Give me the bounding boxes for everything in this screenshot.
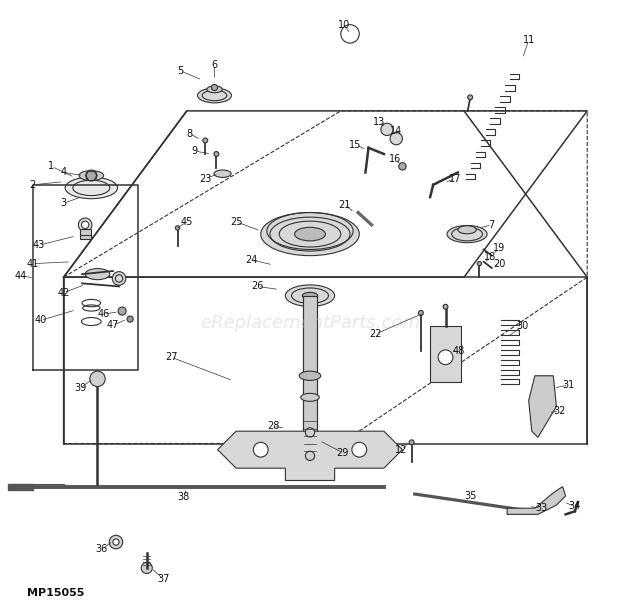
Text: 31: 31 xyxy=(562,380,575,390)
Ellipse shape xyxy=(112,272,126,285)
Text: 28: 28 xyxy=(267,421,279,431)
Ellipse shape xyxy=(81,221,89,229)
Circle shape xyxy=(341,25,359,43)
Ellipse shape xyxy=(399,163,406,170)
Circle shape xyxy=(352,442,366,457)
Ellipse shape xyxy=(301,394,319,402)
Ellipse shape xyxy=(214,152,219,156)
Ellipse shape xyxy=(467,95,472,100)
Text: 19: 19 xyxy=(493,243,505,253)
Ellipse shape xyxy=(294,227,326,241)
Text: 7: 7 xyxy=(489,220,495,230)
Bar xyxy=(430,326,461,382)
Text: 3: 3 xyxy=(61,198,67,208)
Ellipse shape xyxy=(409,440,414,445)
Ellipse shape xyxy=(127,316,133,322)
Text: 40: 40 xyxy=(35,315,47,325)
Text: 21: 21 xyxy=(339,200,351,209)
Ellipse shape xyxy=(78,218,92,232)
Ellipse shape xyxy=(65,177,118,199)
Ellipse shape xyxy=(443,304,448,309)
Text: 10: 10 xyxy=(338,20,350,30)
Ellipse shape xyxy=(79,171,104,180)
Text: 9: 9 xyxy=(191,146,197,156)
Text: 13: 13 xyxy=(373,117,385,127)
Ellipse shape xyxy=(90,371,105,387)
Text: 24: 24 xyxy=(246,255,258,265)
Ellipse shape xyxy=(86,170,97,181)
Ellipse shape xyxy=(141,562,153,573)
Ellipse shape xyxy=(109,535,123,549)
Text: 17: 17 xyxy=(449,174,461,184)
Circle shape xyxy=(381,123,393,136)
Circle shape xyxy=(390,132,402,145)
Ellipse shape xyxy=(85,269,110,280)
Text: 27: 27 xyxy=(165,352,178,362)
Ellipse shape xyxy=(303,293,317,299)
Ellipse shape xyxy=(299,371,321,381)
Text: 18: 18 xyxy=(484,252,497,262)
Text: 46: 46 xyxy=(97,309,110,319)
Text: 5: 5 xyxy=(177,66,184,76)
Text: 14: 14 xyxy=(390,126,402,136)
Text: 41: 41 xyxy=(27,259,39,269)
Ellipse shape xyxy=(418,310,423,315)
Text: 12: 12 xyxy=(395,445,407,455)
Ellipse shape xyxy=(207,86,222,93)
Text: 36: 36 xyxy=(95,545,108,554)
Text: 48: 48 xyxy=(453,346,465,356)
Text: 4: 4 xyxy=(61,168,67,177)
Text: 11: 11 xyxy=(523,35,535,45)
Ellipse shape xyxy=(306,451,314,461)
Text: 26: 26 xyxy=(252,282,264,291)
Text: 35: 35 xyxy=(464,491,476,501)
Text: 30: 30 xyxy=(516,322,529,331)
Text: 38: 38 xyxy=(177,492,190,502)
Text: 45: 45 xyxy=(180,217,193,227)
Text: 6: 6 xyxy=(211,60,218,70)
Ellipse shape xyxy=(113,539,119,545)
Text: 33: 33 xyxy=(535,503,547,513)
Text: 16: 16 xyxy=(389,154,401,164)
Ellipse shape xyxy=(118,307,126,315)
Polygon shape xyxy=(218,431,402,480)
Text: 23: 23 xyxy=(199,174,211,184)
Ellipse shape xyxy=(198,88,231,103)
Text: MP15055: MP15055 xyxy=(27,588,84,598)
Ellipse shape xyxy=(285,285,335,307)
Ellipse shape xyxy=(261,213,359,256)
Text: 29: 29 xyxy=(337,448,349,458)
Ellipse shape xyxy=(306,428,314,437)
Text: 15: 15 xyxy=(350,140,362,150)
Polygon shape xyxy=(529,376,556,437)
Ellipse shape xyxy=(447,225,487,243)
Ellipse shape xyxy=(477,262,482,266)
Text: 43: 43 xyxy=(33,240,45,250)
Ellipse shape xyxy=(203,138,208,143)
Circle shape xyxy=(438,350,453,365)
Ellipse shape xyxy=(211,84,218,91)
Text: 37: 37 xyxy=(157,574,170,584)
Text: 42: 42 xyxy=(58,288,70,298)
Polygon shape xyxy=(507,487,565,514)
Text: 1: 1 xyxy=(48,161,55,171)
Text: 47: 47 xyxy=(107,320,119,330)
Text: 34: 34 xyxy=(569,501,581,511)
Ellipse shape xyxy=(458,226,476,234)
Bar xyxy=(303,296,317,444)
Text: 8: 8 xyxy=(187,129,193,139)
Ellipse shape xyxy=(214,170,231,177)
Text: 44: 44 xyxy=(14,271,27,281)
Ellipse shape xyxy=(175,226,180,230)
Bar xyxy=(80,229,91,239)
Text: 22: 22 xyxy=(370,329,382,339)
Circle shape xyxy=(254,442,268,457)
Text: 20: 20 xyxy=(494,259,506,269)
Polygon shape xyxy=(8,484,33,490)
Text: 32: 32 xyxy=(553,406,565,416)
Text: eReplacementParts.com: eReplacementParts.com xyxy=(200,314,420,333)
Text: 25: 25 xyxy=(230,217,242,227)
Text: 2: 2 xyxy=(30,180,36,190)
Text: 39: 39 xyxy=(74,383,86,393)
